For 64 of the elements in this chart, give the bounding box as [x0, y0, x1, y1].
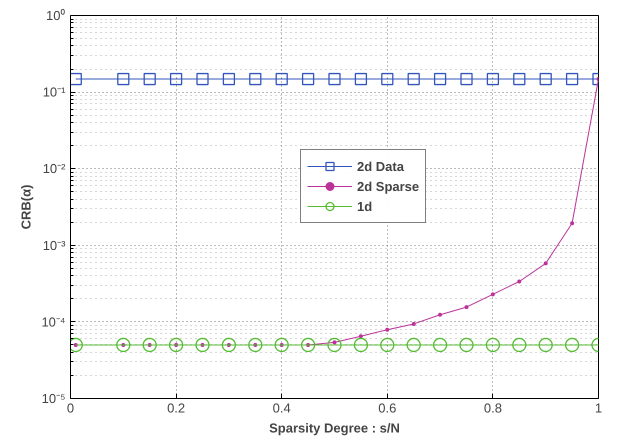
point: [302, 72, 314, 86]
x-tick-label: 0.2: [167, 400, 186, 416]
point: [332, 340, 336, 344]
point: [276, 72, 288, 86]
point: [432, 338, 448, 352]
point: [300, 338, 316, 352]
point: [490, 292, 495, 296]
y-tick-label: 10⁻⁴: [41, 314, 66, 330]
point: [144, 72, 156, 86]
point: [380, 338, 394, 352]
y-tick-label: 10⁻⁵: [42, 391, 66, 406]
point: [222, 338, 236, 352]
point: [570, 221, 574, 226]
y-tick-label: 10⁻²: [42, 161, 66, 176]
x-tick-label: 0.8: [484, 400, 502, 416]
point: [538, 338, 553, 352]
point: [566, 72, 578, 86]
point: [459, 338, 474, 352]
legend-label: 2d Data: [357, 158, 404, 174]
point: [196, 72, 209, 86]
point: [512, 338, 526, 352]
point: [513, 72, 526, 86]
point: [381, 72, 394, 86]
point: [354, 338, 368, 352]
point: [540, 72, 552, 86]
point: [116, 338, 130, 352]
x-tick-label: 1: [594, 400, 602, 416]
legend-label: 2d Sparse: [357, 178, 420, 194]
point: [358, 334, 363, 338]
point: [328, 72, 341, 86]
legend-label: 1d: [357, 198, 374, 214]
point: [248, 338, 262, 352]
point: [486, 72, 500, 86]
point: [544, 261, 548, 266]
point: [517, 279, 522, 284]
point: [327, 338, 342, 352]
point: [142, 338, 157, 352]
point: [170, 72, 182, 86]
y-tick-label: 10⁰: [46, 8, 66, 23]
point: [438, 312, 442, 317]
point: [249, 72, 262, 86]
point: [564, 338, 580, 352]
point: [412, 322, 416, 326]
point: [195, 338, 210, 352]
x-tick-label: 0.4: [272, 400, 291, 416]
x-tick-label: 0.6: [378, 400, 396, 416]
x-axis-title: Sparsity Degree : s/N: [269, 420, 400, 436]
point: [385, 328, 390, 332]
y-tick-label: 10⁻³: [42, 238, 66, 253]
point: [406, 338, 421, 352]
point: [486, 338, 500, 352]
y-tick-label: 10⁻¹: [42, 84, 66, 100]
x-tick-label: 0: [66, 400, 74, 416]
point: [354, 72, 368, 86]
point: [70, 72, 82, 86]
point: [274, 338, 289, 352]
point: [460, 72, 473, 86]
point: [117, 72, 130, 86]
point: [408, 72, 420, 86]
y-axis-title: CRB(α): [18, 184, 34, 230]
point: [464, 305, 468, 310]
point: [168, 338, 184, 352]
point: [434, 72, 446, 86]
point: [222, 72, 236, 86]
